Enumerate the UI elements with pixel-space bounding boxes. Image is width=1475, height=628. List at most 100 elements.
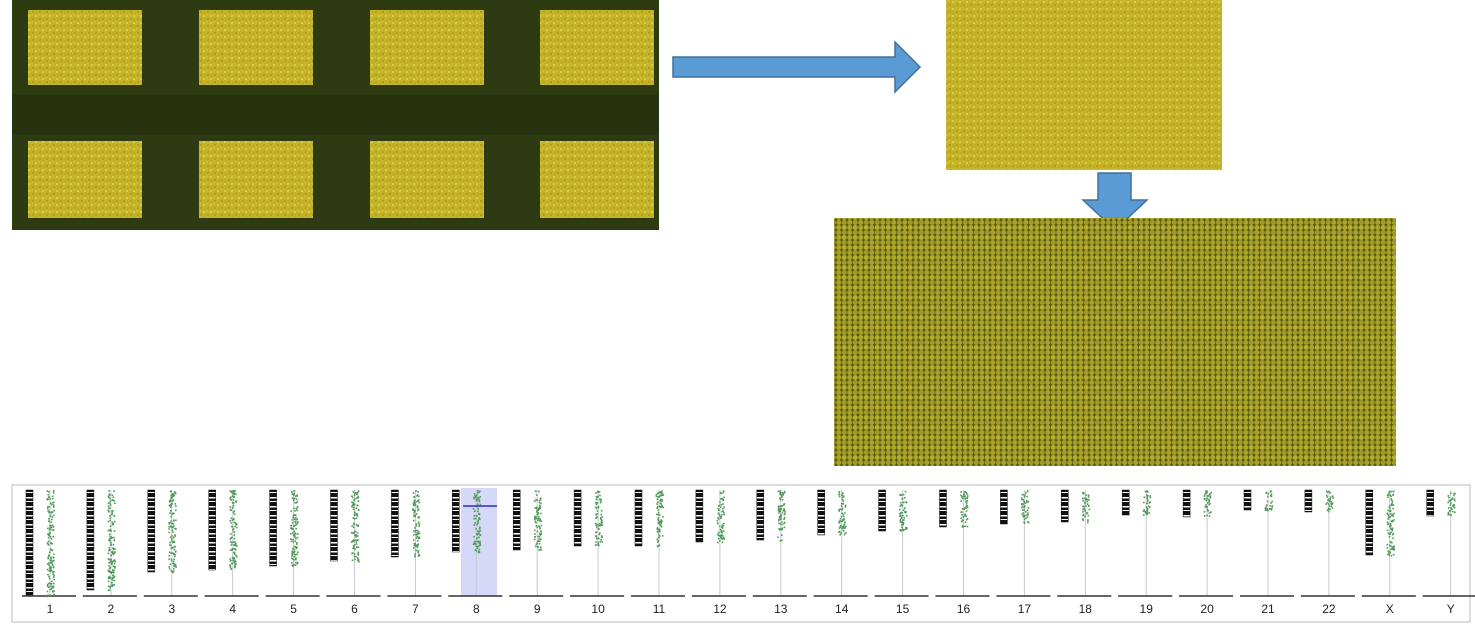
probe-dot bbox=[658, 540, 660, 542]
probe-dot bbox=[170, 497, 172, 499]
probe-dot bbox=[719, 505, 721, 507]
probe-dot bbox=[110, 500, 112, 502]
probe-dot bbox=[1085, 499, 1087, 501]
probe-dot bbox=[174, 491, 176, 493]
probe-dot bbox=[358, 496, 360, 498]
probe-dot bbox=[173, 537, 175, 539]
probe-dot bbox=[52, 564, 54, 566]
probe-dot bbox=[661, 526, 663, 528]
probe-dot bbox=[413, 539, 415, 541]
probe-dot bbox=[965, 521, 967, 523]
probe-dot bbox=[111, 572, 113, 574]
probe-dot bbox=[358, 500, 360, 502]
probe-dot bbox=[964, 495, 966, 497]
probe-dot bbox=[1025, 492, 1027, 494]
probe-dot bbox=[358, 509, 360, 511]
probe-dot bbox=[1270, 490, 1272, 492]
probe-dot bbox=[233, 541, 235, 543]
probe-dot bbox=[1393, 546, 1395, 548]
probe-dot bbox=[294, 518, 296, 520]
probe-dot bbox=[480, 544, 482, 546]
probe-dot bbox=[1329, 509, 1331, 511]
probe-dot bbox=[658, 534, 660, 536]
probe-dot bbox=[839, 527, 841, 529]
probe-dot bbox=[783, 504, 785, 506]
probe-dot bbox=[595, 544, 597, 546]
probe-dot bbox=[660, 499, 662, 501]
probe-dot bbox=[595, 523, 597, 525]
probe-dot bbox=[1021, 504, 1023, 506]
probe-dot bbox=[417, 533, 419, 535]
probe-dot bbox=[173, 561, 175, 563]
probe-dot bbox=[1267, 501, 1269, 503]
probe-dot bbox=[1388, 507, 1390, 509]
probe-dot bbox=[661, 519, 663, 521]
probe-dot bbox=[293, 541, 295, 543]
probe-dot bbox=[1326, 495, 1328, 497]
probe-dot bbox=[53, 515, 55, 517]
probe-dot bbox=[414, 543, 416, 545]
probe-dot bbox=[479, 528, 481, 530]
probe-dot bbox=[1144, 497, 1146, 499]
probe-dot bbox=[234, 538, 236, 540]
probe-dot bbox=[1088, 496, 1090, 498]
probe-dot bbox=[961, 514, 963, 516]
probe-dot bbox=[840, 521, 842, 523]
probe-dot bbox=[1332, 503, 1334, 505]
probe-dot bbox=[782, 505, 784, 507]
probe-dot bbox=[1391, 530, 1393, 532]
probe-dot bbox=[659, 531, 661, 533]
probe-dot bbox=[534, 533, 536, 535]
probe-dot bbox=[296, 510, 298, 512]
probe-dot bbox=[720, 506, 722, 508]
probe-dot bbox=[721, 514, 723, 516]
probe-dot bbox=[1026, 515, 1028, 517]
probe-dot bbox=[1209, 512, 1211, 514]
probe-dot bbox=[1448, 495, 1450, 497]
probe-dot bbox=[476, 500, 478, 502]
probe-dot bbox=[294, 534, 296, 536]
probe-dot bbox=[1329, 501, 1331, 503]
probe-dot bbox=[353, 545, 355, 547]
probe-dot bbox=[293, 515, 295, 517]
probe-dot bbox=[477, 503, 479, 505]
probe-dot bbox=[1209, 515, 1211, 517]
probe-dot bbox=[51, 581, 53, 583]
probe-dot bbox=[842, 514, 844, 516]
probe-dot bbox=[1390, 532, 1392, 534]
probe-dot bbox=[780, 514, 782, 516]
probe-dot bbox=[1328, 503, 1330, 505]
probe-dot bbox=[778, 528, 780, 530]
probe-dot bbox=[291, 562, 293, 564]
probe-dot bbox=[966, 493, 968, 495]
probe-dot bbox=[297, 537, 299, 539]
probe-dot bbox=[233, 548, 235, 550]
probe-dot bbox=[540, 497, 542, 499]
probe-dot bbox=[844, 527, 846, 529]
probe-dot bbox=[1392, 501, 1394, 503]
ideogram bbox=[757, 490, 764, 540]
probe-dot bbox=[233, 528, 235, 530]
probe-dot bbox=[111, 582, 113, 584]
probe-dot bbox=[414, 527, 416, 529]
probe-dot bbox=[660, 492, 662, 494]
probe-dot bbox=[168, 566, 170, 568]
probe-dot bbox=[478, 542, 480, 544]
probe-dot bbox=[292, 539, 294, 541]
probe-dot bbox=[175, 493, 177, 495]
probe-dot bbox=[722, 510, 724, 512]
probe-dot bbox=[1391, 546, 1393, 548]
probe-dot bbox=[717, 523, 719, 525]
probe-dot bbox=[1204, 511, 1206, 513]
ideogram bbox=[513, 490, 520, 550]
probe-dot bbox=[108, 521, 110, 523]
probe-dot bbox=[474, 510, 476, 512]
probe-dot bbox=[297, 501, 299, 503]
probe-dot bbox=[52, 525, 54, 527]
probe-dot bbox=[778, 491, 780, 493]
probe-dot bbox=[538, 538, 540, 540]
probe-dot bbox=[114, 563, 116, 565]
probe-dot bbox=[174, 535, 176, 537]
probe-dot bbox=[233, 512, 235, 514]
probe-dot bbox=[723, 537, 725, 539]
